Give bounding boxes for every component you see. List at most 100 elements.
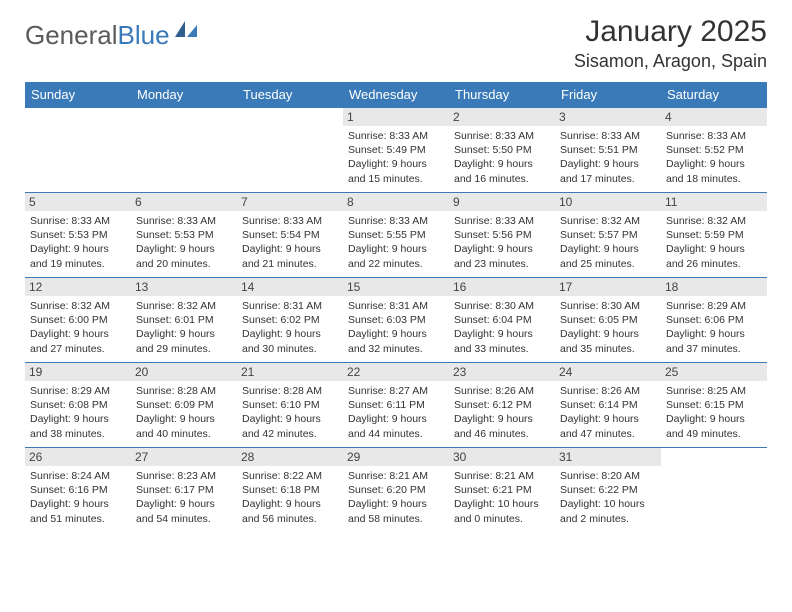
calendar-day-cell: 18Sunrise: 8:29 AMSunset: 6:06 PMDayligh…: [661, 278, 767, 363]
day-info: Sunrise: 8:22 AMSunset: 6:18 PMDaylight:…: [242, 469, 338, 526]
logo-text-general: General: [25, 20, 118, 50]
calendar-table: Sunday Monday Tuesday Wednesday Thursday…: [25, 82, 767, 533]
sunrise-text: Sunrise: 8:33 AM: [348, 129, 444, 143]
calendar-day-cell: 28 Sunrise: 8:22 AMSunset: 6:18 PMDayligh…: [237, 448, 343, 533]
calendar-week-row: 19Sunrise: 8:29 AMSunset: 6:08 PMDayligh…: [25, 363, 767, 448]
sunset-text: Sunset: 5:56 PM: [454, 228, 550, 242]
day-number: 28: [237, 448, 343, 466]
sunset-text: Sunset: 6:16 PM: [30, 483, 126, 497]
sunset-text: Sunset: 5:53 PM: [136, 228, 232, 242]
calendar-day-cell: 3 Sunrise: 8:33 AMSunset: 5:51 PMDaylight…: [555, 108, 661, 193]
day-info: Sunrise: 8:32 AMSunset: 5:57 PMDaylight:…: [560, 214, 656, 271]
sunrise-text: Sunrise: 8:33 AM: [560, 129, 656, 143]
sunrise-text: Sunrise: 8:33 AM: [242, 214, 338, 228]
daylight-text: Daylight: 9 hours and 47 minutes.: [560, 412, 656, 440]
daylight-text: Daylight: 10 hours and 2 minutes.: [560, 497, 656, 525]
daylight-text: Daylight: 9 hours and 38 minutes.: [30, 412, 126, 440]
sunrise-text: Sunrise: 8:33 AM: [30, 214, 126, 228]
calendar-day-cell: [131, 108, 237, 193]
calendar-day-cell: 19Sunrise: 8:29 AMSunset: 6:08 PMDayligh…: [25, 363, 131, 448]
sunset-text: Sunset: 6:14 PM: [560, 398, 656, 412]
calendar-day-cell: 31 Sunrise: 8:20 AMSunset: 6:22 PMDayligh…: [555, 448, 661, 533]
calendar-day-cell: 25 Sunrise: 8:25 AMSunset: 6:15 PMDayligh…: [661, 363, 767, 448]
day-number: 17: [555, 278, 661, 296]
sunset-text: Sunset: 6:18 PM: [242, 483, 338, 497]
daylight-text: Daylight: 9 hours and 49 minutes.: [666, 412, 762, 440]
day-header: Thursday: [449, 82, 555, 108]
day-header: Saturday: [661, 82, 767, 108]
sunset-text: Sunset: 6:01 PM: [136, 313, 232, 327]
sunset-text: Sunset: 5:59 PM: [666, 228, 762, 242]
daylight-text: Daylight: 9 hours and 35 minutes.: [560, 327, 656, 355]
sunset-text: Sunset: 5:57 PM: [560, 228, 656, 242]
sunrise-text: Sunrise: 8:32 AM: [666, 214, 762, 228]
day-info: Sunrise: 8:30 AMSunset: 6:05 PMDaylight:…: [560, 299, 656, 356]
daylight-text: Daylight: 9 hours and 20 minutes.: [136, 242, 232, 270]
day-number: 27: [131, 448, 237, 466]
day-info: Sunrise: 8:33 AMSunset: 5:53 PMDaylight:…: [136, 214, 232, 271]
day-info: Sunrise: 8:30 AMSunset: 6:04 PMDaylight:…: [454, 299, 550, 356]
day-number: 12: [25, 278, 131, 296]
calendar-day-cell: 2Sunrise: 8:33 AMSunset: 5:50 PMDaylight…: [449, 108, 555, 193]
daylight-text: Daylight: 9 hours and 26 minutes.: [666, 242, 762, 270]
day-number: 25: [661, 363, 767, 381]
sunset-text: Sunset: 6:17 PM: [136, 483, 232, 497]
day-number: 22: [343, 363, 449, 381]
sunrise-text: Sunrise: 8:32 AM: [136, 299, 232, 313]
sunrise-text: Sunrise: 8:32 AM: [30, 299, 126, 313]
calendar-day-cell: 15Sunrise: 8:31 AMSunset: 6:03 PMDayligh…: [343, 278, 449, 363]
calendar-day-cell: 9Sunrise: 8:33 AMSunset: 5:56 PMDaylight…: [449, 193, 555, 278]
sunset-text: Sunset: 5:51 PM: [560, 143, 656, 157]
sunset-text: Sunset: 5:55 PM: [348, 228, 444, 242]
day-number: 31: [555, 448, 661, 466]
day-info: Sunrise: 8:25 AMSunset: 6:15 PMDaylight:…: [666, 384, 762, 441]
daylight-text: Daylight: 10 hours and 0 minutes.: [454, 497, 550, 525]
daylight-text: Daylight: 9 hours and 23 minutes.: [454, 242, 550, 270]
calendar-day-cell: 30Sunrise: 8:21 AMSunset: 6:21 PMDayligh…: [449, 448, 555, 533]
page-title: January 2025: [574, 15, 767, 49]
location: Sisamon, Aragon, Spain: [574, 51, 767, 72]
sunset-text: Sunset: 6:22 PM: [560, 483, 656, 497]
daylight-text: Daylight: 9 hours and 17 minutes.: [560, 157, 656, 185]
sunrise-text: Sunrise: 8:30 AM: [560, 299, 656, 313]
day-number: 5: [25, 193, 131, 211]
calendar-day-cell: 29Sunrise: 8:21 AMSunset: 6:20 PMDayligh…: [343, 448, 449, 533]
calendar-day-cell: 7Sunrise: 8:33 AMSunset: 5:54 PMDaylight…: [237, 193, 343, 278]
day-number: 3: [555, 108, 661, 126]
day-header: Wednesday: [343, 82, 449, 108]
day-info: Sunrise: 8:21 AMSunset: 6:20 PMDaylight:…: [348, 469, 444, 526]
day-info: Sunrise: 8:27 AMSunset: 6:11 PMDaylight:…: [348, 384, 444, 441]
calendar-day-cell: 21Sunrise: 8:28 AMSunset: 6:10 PMDayligh…: [237, 363, 343, 448]
sunset-text: Sunset: 5:49 PM: [348, 143, 444, 157]
day-info: Sunrise: 8:33 AMSunset: 5:50 PMDaylight:…: [454, 129, 550, 186]
calendar-day-cell: 4Sunrise: 8:33 AMSunset: 5:52 PMDaylight…: [661, 108, 767, 193]
daylight-text: Daylight: 9 hours and 37 minutes.: [666, 327, 762, 355]
calendar-day-cell: 5 Sunrise: 8:33 AMSunset: 5:53 PMDaylight…: [25, 193, 131, 278]
daylight-text: Daylight: 9 hours and 33 minutes.: [454, 327, 550, 355]
daylight-text: Daylight: 9 hours and 54 minutes.: [136, 497, 232, 525]
logo: GeneralBlue: [25, 19, 199, 52]
sunrise-text: Sunrise: 8:33 AM: [666, 129, 762, 143]
calendar-day-cell: 23Sunrise: 8:26 AMSunset: 6:12 PMDayligh…: [449, 363, 555, 448]
calendar-day-cell: 8Sunrise: 8:33 AMSunset: 5:55 PMDaylight…: [343, 193, 449, 278]
sunset-text: Sunset: 5:53 PM: [30, 228, 126, 242]
calendar-day-cell: 17 Sunrise: 8:30 AMSunset: 6:05 PMDayligh…: [555, 278, 661, 363]
day-info: Sunrise: 8:23 AMSunset: 6:17 PMDaylight:…: [136, 469, 232, 526]
day-info: Sunrise: 8:33 AMSunset: 5:51 PMDaylight:…: [560, 129, 656, 186]
sunset-text: Sunset: 6:05 PM: [560, 313, 656, 327]
day-info: Sunrise: 8:29 AMSunset: 6:06 PMDaylight:…: [666, 299, 762, 356]
day-info: Sunrise: 8:33 AMSunset: 5:53 PMDaylight:…: [30, 214, 126, 271]
sunset-text: Sunset: 6:11 PM: [348, 398, 444, 412]
day-info: Sunrise: 8:20 AMSunset: 6:22 PMDaylight:…: [560, 469, 656, 526]
sunset-text: Sunset: 6:02 PM: [242, 313, 338, 327]
day-header: Tuesday: [237, 82, 343, 108]
daylight-text: Daylight: 9 hours and 56 minutes.: [242, 497, 338, 525]
daylight-text: Daylight: 9 hours and 44 minutes.: [348, 412, 444, 440]
calendar-day-cell: 20Sunrise: 8:28 AMSunset: 6:09 PMDayligh…: [131, 363, 237, 448]
day-number: 21: [237, 363, 343, 381]
daylight-text: Daylight: 9 hours and 30 minutes.: [242, 327, 338, 355]
calendar-week-row: 26Sunrise: 8:24 AMSunset: 6:16 PMDayligh…: [25, 448, 767, 533]
daylight-text: Daylight: 9 hours and 18 minutes.: [666, 157, 762, 185]
sunrise-text: Sunrise: 8:25 AM: [666, 384, 762, 398]
day-info: Sunrise: 8:32 AMSunset: 6:01 PMDaylight:…: [136, 299, 232, 356]
